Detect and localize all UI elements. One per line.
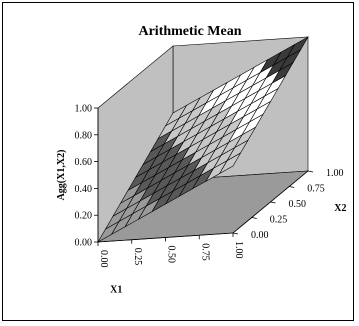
y-axis-label: X2 (334, 203, 346, 214)
x-tick-label: 0.75 (199, 243, 210, 261)
x-tick-label: 0.00 (98, 250, 109, 268)
y-tick-label: 0.00 (251, 230, 269, 241)
surface-mesh (97, 36, 309, 243)
y-tick-label: 0.75 (307, 184, 325, 195)
y-tick-label: 0.50 (289, 199, 307, 210)
surface-cell (97, 220, 120, 243)
z-tick-label: 0.00 (75, 238, 93, 249)
y-tick-mark (270, 201, 276, 204)
y-tick-label: 0.25 (270, 215, 288, 226)
x-tick-label: 0.50 (166, 246, 177, 264)
y-tick-mark (232, 232, 239, 235)
y-tick-label: 1.00 (326, 168, 344, 179)
z-tick-label: 1.00 (75, 104, 93, 115)
z-tick-label: 0.60 (75, 157, 93, 168)
x-tick-label: 1.00 (233, 241, 244, 259)
y-tick-mark (307, 170, 314, 173)
z-axis-label: Agg(X1,X2) (56, 150, 67, 201)
chart-title: Arithmetic Mean (138, 24, 241, 39)
y-tick-mark (289, 186, 295, 188)
z-tick-label: 0.40 (75, 184, 93, 195)
z-tick-label: 0.20 (75, 211, 93, 222)
z-tick-label: 0.80 (75, 130, 93, 141)
x-tick-label: 0.25 (132, 248, 143, 266)
x-axis-label: X1 (110, 285, 122, 296)
y-tick-mark (251, 217, 257, 219)
